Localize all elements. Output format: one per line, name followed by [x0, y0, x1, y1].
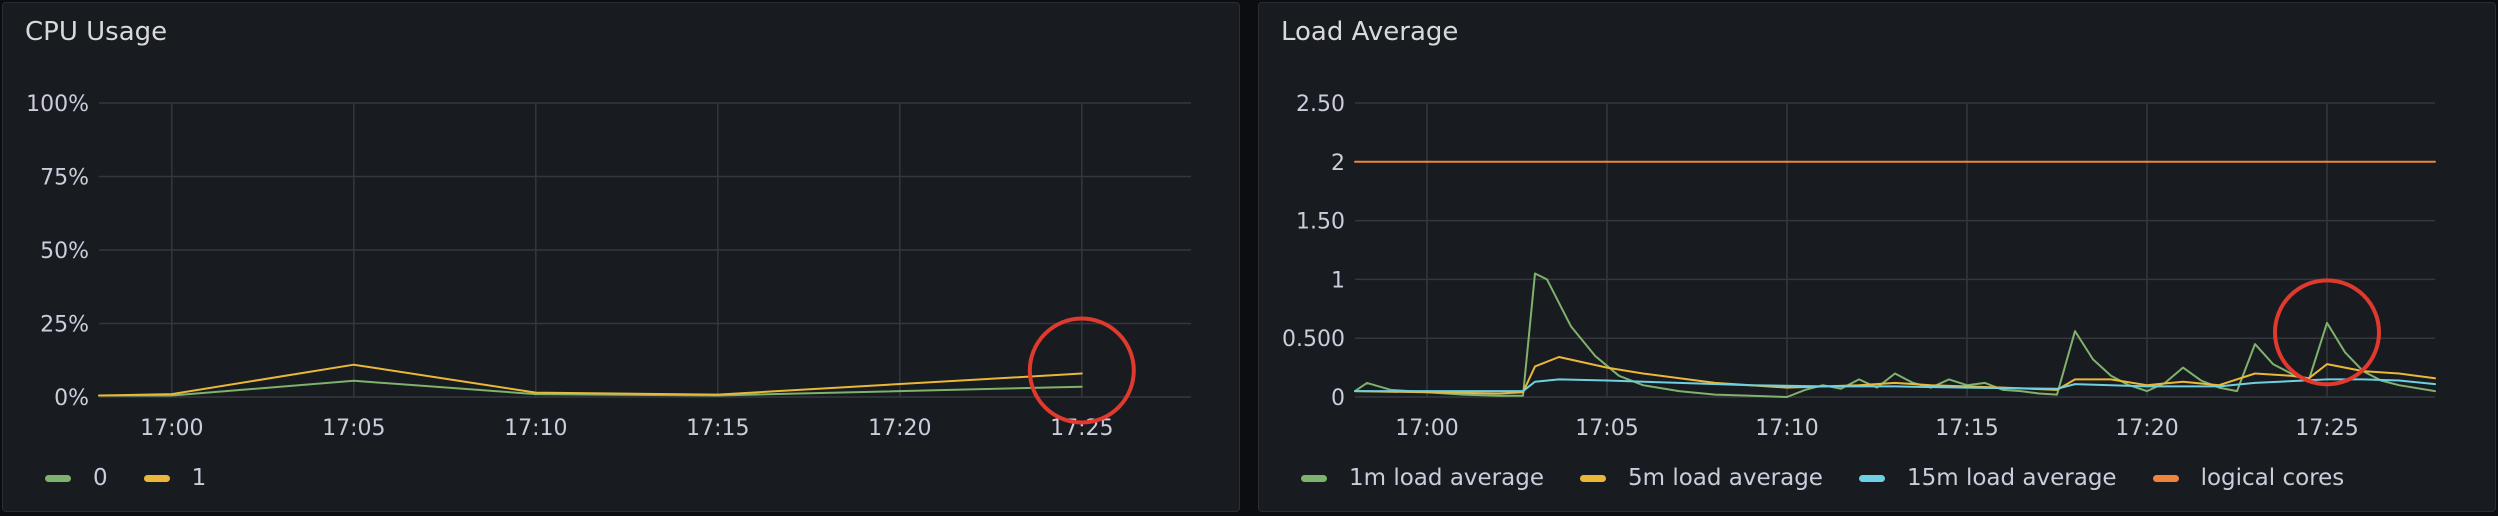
y-tick-label: 1.50	[1296, 210, 1345, 235]
x-tick-label: 17:25	[2295, 416, 2358, 441]
legend-label: 1	[191, 465, 207, 491]
legend-swatch	[1579, 474, 1606, 482]
y-tick-label: 75%	[40, 166, 89, 191]
y-tick-label: 1	[1331, 268, 1345, 293]
legend-label: 15m load average	[1906, 465, 2117, 491]
legend-item-1m-load-average[interactable]: 1m load average	[1301, 465, 1544, 491]
series-group	[98, 363, 1083, 397]
legend-item-15m-load-average[interactable]: 15m load average	[1858, 465, 2117, 491]
panel-title: CPU Usage	[25, 17, 168, 47]
grid	[99, 102, 1191, 398]
annotation-circle	[1027, 316, 1136, 425]
legend-label: logical cores	[2200, 465, 2345, 491]
cpu-usage-panel: CPU Usage 0% 25% 50% 75% 100% 17:00 17:05 17:10…	[2, 2, 1240, 512]
x-tick-label: 17:10	[504, 416, 567, 441]
legend-item-5m-load-average[interactable]: 5m load average	[1579, 465, 1823, 491]
legend-label: 0	[93, 465, 108, 491]
x-tick-label: 17:20	[868, 416, 931, 441]
series-line-0[interactable]	[98, 379, 1083, 397]
x-tick-label: 17:05	[1575, 416, 1638, 441]
legend-item-0[interactable]: 0	[45, 465, 108, 491]
legend-label: 1m load average	[1349, 465, 1544, 491]
legend-item-1[interactable]: 1	[143, 465, 207, 491]
x-tick-label: 17:00	[1395, 416, 1458, 441]
series-line-15m-load-average[interactable]	[1354, 378, 2436, 393]
x-tick-label: 17:20	[2115, 416, 2178, 441]
x-tick-label: 17:15	[1935, 416, 1998, 441]
legend-swatch	[45, 474, 71, 482]
x-tick-label: 17:10	[1755, 416, 1818, 441]
x-tick-label: 17:00	[140, 416, 203, 441]
cpu-usage-chart[interactable]: 0% 25% 50% 75% 100% 17:00 17:05 17:10 17:15 17:20…	[3, 3, 1241, 513]
legend-swatch	[1858, 474, 1885, 482]
y-tick-label: 100%	[26, 92, 89, 117]
panel-title: Load Average	[1281, 17, 1459, 47]
annotation-circle	[2273, 278, 2381, 387]
legend-swatch	[2152, 474, 2179, 482]
y-tick-label: 2.50	[1296, 92, 1345, 117]
y-tick-label: 25%	[40, 313, 89, 338]
load-average-legend: 1m load average 5m load average 15m load…	[1301, 463, 2380, 493]
y-tick-label: 50%	[40, 239, 89, 264]
y-tick-label: 0%	[54, 386, 89, 411]
grid	[1355, 102, 2435, 398]
y-tick-label: 0.500	[1282, 327, 1345, 352]
axes: 0 0.500 1 1.50 2 2.50 17:00 17:05 17:10 17:15 17:2…	[1282, 92, 2359, 441]
x-tick-label: 17:05	[322, 416, 385, 441]
legend-swatch	[143, 474, 170, 482]
axes: 0% 25% 50% 75% 100% 17:00 17:05 17:10 17:15 17:20…	[26, 92, 1113, 441]
legend-swatch	[1301, 474, 1327, 482]
load-average-chart[interactable]: 0 0.500 1 1.50 2 2.50 17:00 17:05 17:10 17:15 17:2…	[1259, 3, 2497, 513]
legend-label: 5m load average	[1627, 465, 1823, 491]
series-line-5m-load-average[interactable]	[1354, 356, 2436, 395]
legend-item-logical-cores[interactable]: logical cores	[2152, 465, 2345, 491]
series-line-1m-load-average[interactable]	[1354, 272, 2436, 398]
series-line-1[interactable]	[98, 363, 1083, 397]
y-tick-label: 2	[1331, 151, 1345, 176]
x-tick-label: 17:15	[686, 416, 749, 441]
y-tick-label: 0	[1331, 386, 1345, 411]
cpu-usage-legend: 0 1	[45, 463, 242, 493]
load-average-panel: Load Average 0 0.500 1 1.50 2 2.50 17:00 17:05 1…	[1258, 2, 2496, 512]
